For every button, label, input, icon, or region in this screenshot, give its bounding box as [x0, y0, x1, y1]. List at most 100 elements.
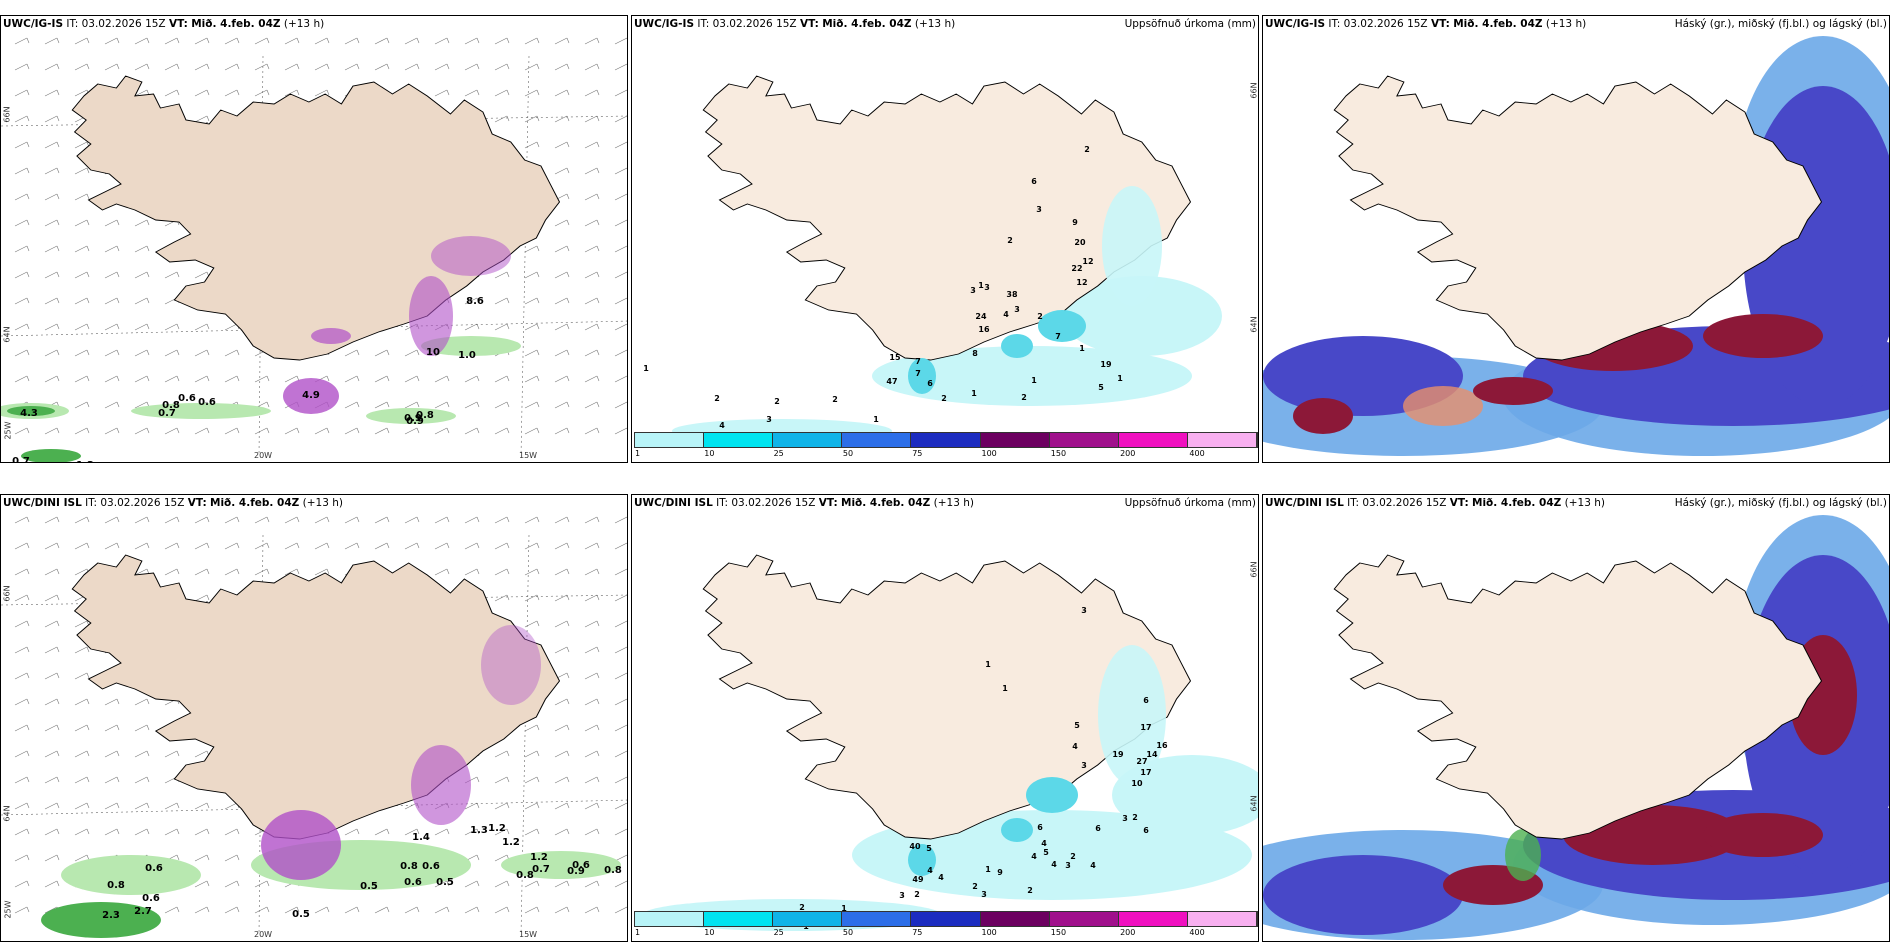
wind-value-label: 0.8 — [516, 870, 534, 881]
wind-value-label: 10 — [426, 347, 440, 358]
lat-label-66n: 66N — [2, 585, 12, 602]
precip-value-label: 14 — [1146, 750, 1158, 759]
legend-tick: 200 — [1120, 928, 1136, 937]
precip-cyan — [1001, 818, 1033, 842]
legend-swatch — [1049, 433, 1119, 447]
legend-swatch — [1118, 433, 1188, 447]
precip-value-label: 1 — [985, 660, 991, 669]
precip-value-label: 2 — [1037, 312, 1043, 321]
legend-swatch — [635, 912, 705, 926]
precip-value-label: 2 — [1070, 852, 1076, 861]
wind-value-label: 1.2 — [488, 823, 506, 834]
precip-value-label: 3 — [1014, 305, 1020, 314]
legend-tick: 150 — [1050, 928, 1067, 937]
precip-value-label: 6 — [1031, 177, 1037, 186]
precip-value-label: 6 — [1037, 823, 1043, 832]
precip-value-label: 1 — [1079, 344, 1085, 353]
panel-title: UWC/IG-IS IT: 03.02.2026 15Z VT: Mið. 4.… — [1265, 18, 1587, 30]
precip-cyan — [1001, 334, 1033, 358]
wind-value-label: 0.6 — [422, 861, 440, 872]
precip-value-label: 5 — [926, 844, 932, 853]
lon-label-15w: 15W — [519, 451, 538, 460]
iceland-land — [71, 75, 561, 361]
precip-green — [131, 403, 271, 419]
precip-title: Uppsöfnuð úrkoma (mm) — [1124, 497, 1256, 509]
precip-value-label: 2 — [1132, 813, 1138, 822]
wind-value-label: 0.8 — [107, 880, 125, 891]
precip-value-label: 6 — [927, 379, 933, 388]
legend-tick: 1 — [635, 928, 641, 937]
precip-value-label: 7 — [915, 357, 921, 366]
legend-swatch — [1187, 433, 1257, 447]
precip-value-label: 38 — [1006, 290, 1018, 299]
legend-swatch — [911, 433, 981, 447]
wind-value-label: 2.7 — [134, 906, 152, 917]
wind-value-label: 0.7 — [158, 408, 176, 419]
precip-magenta — [481, 625, 541, 705]
precip-value-label: 2 — [1021, 393, 1027, 402]
wind-value-label: 1.2 — [502, 837, 520, 848]
precip-value-label: 6 — [1095, 824, 1101, 833]
clouds-title: Háský (gr.), miðský (fj.bl.) og lágský (… — [1674, 497, 1887, 509]
precip-value-label: 6 — [1143, 696, 1149, 705]
wind-value-label: 1.4 — [412, 832, 430, 843]
lat-label-64n: 64N — [2, 805, 12, 822]
wind-value-label: 4.3 — [20, 408, 38, 419]
precip-value-label: 9 — [1072, 218, 1078, 227]
precip-green — [366, 408, 456, 424]
precip-value-label: 47 — [886, 377, 897, 386]
wind-value-label: 0.8 — [400, 861, 418, 872]
low-cloud — [1703, 314, 1823, 358]
legend-tick: 25 — [773, 449, 784, 458]
precip-value-label: 3 — [984, 283, 990, 292]
precip-value-label: 4 — [938, 873, 944, 882]
precip-map: 2112322405449493216544434266231027191716… — [642, 554, 1258, 931]
green-cloud — [1505, 829, 1541, 881]
panel-precip-dini: UWC/DINI ISL IT: 03.02.2026 15Z VT: Mið.… — [631, 494, 1259, 942]
panel-precip-igis: UWC/IG-IS IT: 03.02.2026 15Z VT: Mið. 4.… — [631, 15, 1259, 463]
wind-value-label: 0.5 — [360, 881, 378, 892]
wind-value-label: 2.3 — [102, 910, 120, 921]
clouds-title: Háský (gr.), miðský (fj.bl.) og lágský (… — [1674, 18, 1887, 30]
lat-label-64n: 64N — [2, 326, 12, 343]
legend-swatch — [1049, 912, 1119, 926]
legend-tick: 75 — [912, 928, 923, 937]
wind-value-label: 0.8 — [416, 410, 434, 421]
precip-value-label: 16 — [978, 325, 990, 334]
lat-label-right-64n: 64N — [1249, 795, 1259, 812]
precip-value-label: 19 — [1100, 360, 1112, 369]
precip-pale-cyan — [1098, 645, 1166, 785]
precip-value-label: 3 — [766, 415, 772, 424]
precip-value-label: 4 — [1072, 742, 1078, 751]
precip-value-label: 3 — [1081, 761, 1087, 770]
precip-value-label: 49 — [912, 875, 924, 884]
legend-colorbar — [634, 911, 1258, 927]
precip-legend: 1 10 25 50 75 100 150 200 400 — [634, 432, 1258, 460]
precip-pale-cyan — [872, 346, 1192, 406]
legend-swatch — [635, 433, 705, 447]
panel-title: UWC/DINI ISL IT: 03.02.2026 15Z VT: Mið.… — [3, 497, 343, 509]
precip-value-label: 2 — [799, 903, 805, 912]
precip-value-label: 12 — [1076, 278, 1087, 287]
lat-label-25w: 25W — [3, 900, 13, 919]
precip-value-label: 1 — [971, 389, 977, 398]
precip-cyan — [908, 358, 936, 394]
precip-value-label: 22 — [1071, 264, 1082, 273]
precip-pale-cyan — [1102, 186, 1162, 306]
precip-value-label: 1 — [873, 415, 879, 424]
precip-value-label: 2 — [972, 882, 978, 891]
iceland-land — [71, 554, 561, 840]
precip-value-label: 4 — [927, 866, 933, 875]
wind-value-label: 1.0 — [458, 350, 476, 361]
wind-value-label: 0.8 — [604, 865, 622, 876]
lon-label-15w: 15W — [519, 930, 538, 939]
precip-value-label: 3 — [1036, 205, 1042, 214]
precip-legend: 1 10 25 50 75 100 150 200 400 — [634, 911, 1258, 939]
wind-value-label: 0.8 — [162, 400, 180, 411]
precip-value-label: 3 — [1081, 606, 1087, 615]
legend-swatch — [980, 912, 1050, 926]
precip-value-label: 2 — [1084, 145, 1090, 154]
legend-tick: 25 — [773, 928, 784, 937]
lat-label-25w: 25W — [3, 421, 13, 440]
